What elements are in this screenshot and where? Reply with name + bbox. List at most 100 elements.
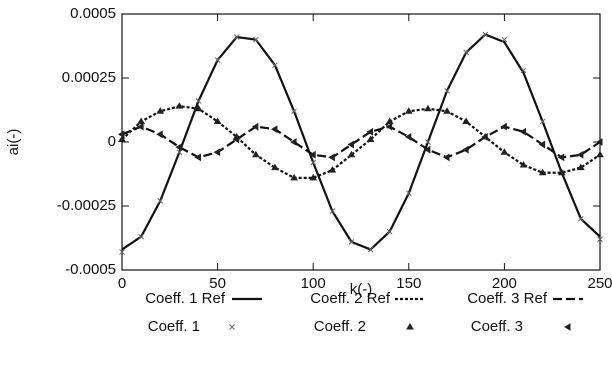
marker [310, 159, 317, 166]
marker [578, 215, 584, 222]
marker [385, 122, 393, 131]
marker [405, 190, 412, 197]
y-tick-label: -0.00025 [57, 197, 116, 214]
marker [443, 153, 450, 162]
marker [291, 108, 297, 115]
marker [195, 98, 202, 104]
marker [309, 150, 316, 159]
marker [596, 138, 603, 146]
marker [386, 228, 393, 235]
marker [539, 118, 546, 125]
legend-label: Coeff. 1 Ref [145, 290, 226, 307]
marker [272, 62, 278, 69]
marker [194, 153, 201, 162]
marker [251, 122, 259, 131]
legend-marker [406, 323, 414, 330]
legend-label: Coeff. 3 [471, 318, 523, 335]
marker [156, 107, 165, 114]
marker [366, 127, 374, 136]
marker [501, 36, 508, 43]
marker [252, 36, 259, 43]
series-line [121, 125, 601, 159]
marker [214, 57, 221, 63]
x-tick-label: 100 [301, 275, 326, 292]
marker [404, 132, 412, 141]
marker [290, 173, 298, 181]
marker [462, 117, 471, 125]
marker [194, 104, 203, 112]
series-line [121, 33, 601, 251]
marker [271, 163, 279, 171]
y-tick-label: -0.0005 [65, 261, 116, 278]
marker [519, 161, 528, 168]
marker [557, 153, 565, 162]
legend-marker [564, 323, 571, 331]
y-tick-label: 0.00025 [62, 69, 116, 86]
marker [500, 148, 509, 155]
marker [444, 87, 450, 94]
marker [233, 34, 240, 40]
marker [329, 208, 336, 214]
marker [175, 102, 184, 109]
marker [462, 145, 469, 154]
marker [443, 107, 451, 114]
marker [597, 236, 603, 243]
marker [137, 122, 144, 131]
marker [423, 145, 431, 154]
marker [251, 150, 260, 158]
marker [290, 138, 297, 146]
marker [137, 117, 146, 125]
marker [596, 150, 604, 158]
marker [213, 117, 222, 125]
y-tick-label: 0 [108, 133, 116, 150]
marker [520, 67, 527, 74]
x-tick-label: 200 [492, 275, 517, 292]
marker [328, 166, 337, 173]
marker [328, 153, 335, 162]
y-axis-label: ai(-) [5, 129, 22, 156]
marker [463, 49, 470, 56]
marker [176, 149, 183, 156]
legend-label: Coeff. 2 Ref [310, 290, 391, 307]
marker [519, 127, 527, 136]
marker [232, 135, 240, 144]
x-tick-label: 0 [118, 275, 126, 292]
x-tick-label: 250 [587, 275, 612, 292]
marker [213, 148, 221, 157]
legend-marker [229, 324, 235, 330]
marker [157, 198, 164, 204]
marker [347, 140, 354, 149]
marker [538, 140, 546, 149]
marker [404, 107, 413, 114]
marker [366, 135, 375, 142]
marker [119, 249, 125, 255]
marker [309, 173, 318, 181]
x-tick-label: 150 [396, 275, 421, 292]
x-tick-label: 50 [209, 275, 226, 292]
y-tick-label: 0.0005 [70, 5, 116, 22]
marker [367, 246, 374, 253]
marker [138, 233, 144, 240]
marker [348, 238, 355, 245]
marker [425, 139, 431, 145]
marker [481, 132, 488, 141]
plot-frame [121, 13, 601, 271]
marker [118, 130, 125, 139]
marker [175, 143, 182, 152]
legend-label: Coeff. 1 [148, 318, 200, 335]
marker [482, 31, 489, 38]
marker [347, 150, 356, 158]
marker [576, 150, 584, 159]
marker [270, 125, 278, 134]
marker [118, 135, 126, 142]
marker [576, 163, 585, 171]
marker [424, 104, 432, 112]
marker [500, 122, 507, 131]
legend-label: Coeff. 3 Ref [467, 290, 548, 307]
marker [156, 130, 163, 139]
marker [538, 168, 547, 176]
legend-label: Coeff. 2 [314, 318, 366, 335]
x-axis-label: k(-) [350, 281, 373, 298]
marker [557, 168, 566, 176]
